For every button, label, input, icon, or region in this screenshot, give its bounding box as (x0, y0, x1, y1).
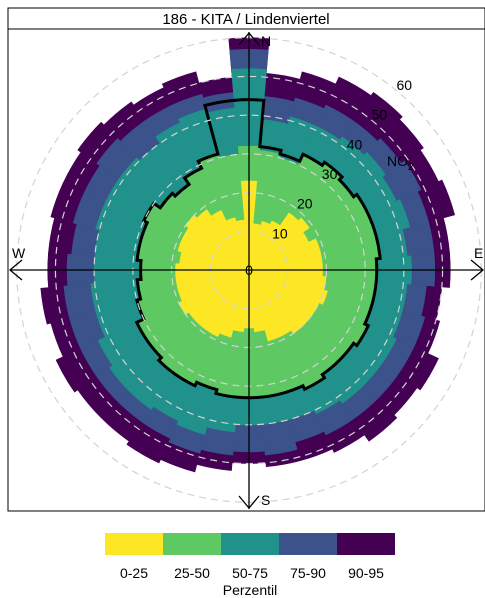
contour-line-50 (134, 98, 382, 400)
band-0-25-sector-340 (225, 217, 250, 271)
legend-swatch-0-25 (105, 533, 163, 555)
arrow-n (238, 31, 260, 46)
band-0-25-sector-330 (210, 209, 250, 271)
direction-label-w: W (12, 245, 26, 261)
radial-tick-label-10: 10 (272, 225, 288, 241)
percentile-50-contour (134, 98, 382, 400)
legend-label-4: 90-95 (348, 565, 384, 581)
radial-tick-label-60: 60 (397, 77, 413, 93)
radial-tick-label-20: 20 (297, 196, 313, 212)
percentile-bands (40, 37, 456, 473)
band-0-25-sector-110 (248, 269, 328, 305)
direction-label-s: S (261, 492, 270, 508)
legend-label-2: 50-75 (232, 565, 268, 581)
center-tick-label: 0 (245, 262, 253, 278)
legend-label-1: 25-50 (174, 565, 210, 581)
compass-axes (8, 31, 485, 510)
arrow-w (8, 259, 23, 281)
direction-label-n: N (261, 33, 271, 49)
legend-title: Perzentil (223, 582, 277, 598)
arrow-s (238, 495, 260, 510)
legend-label-0: 0-25 (120, 565, 148, 581)
legend-swatch-75-90 (279, 533, 337, 555)
legend-label-3: 75-90 (290, 565, 326, 581)
band-0-25-sector-160 (248, 269, 281, 342)
pollutant-subscript: 2 (408, 162, 414, 173)
legend-swatch-50-75 (221, 533, 279, 555)
pollutant-label: NO2 (387, 153, 414, 173)
arrow-e (470, 259, 485, 281)
band-0-25-sector-170 (248, 269, 266, 333)
legend-swatch-90-95 (337, 533, 395, 555)
band-0-25-sector-50 (248, 217, 310, 271)
chart-title: 186 - KITA / Lindenviertel (162, 11, 329, 28)
radial-tick-labels: 0 10 20 30 40 50 60 (245, 77, 412, 278)
band-0-25-sector-320 (196, 209, 250, 271)
radial-tick-label-40: 40 (347, 136, 363, 152)
legend-swatch-25-50 (163, 533, 221, 555)
radial-tick-label-30: 30 (322, 166, 338, 182)
direction-label-e: E (474, 245, 483, 261)
legend: 0-25 25-50 50-75 75-90 90-95 Perzentil (105, 533, 395, 598)
pollutant-name: NO (387, 153, 408, 169)
radial-tick-label-50: 50 (372, 107, 388, 123)
